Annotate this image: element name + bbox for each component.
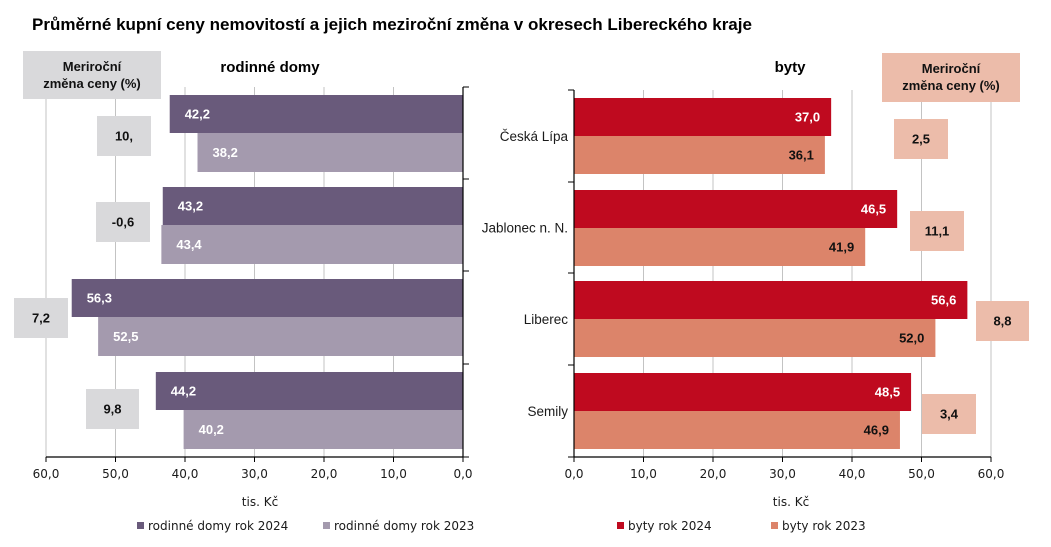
legend-label: rodinné domy rok 2023	[334, 519, 474, 533]
bar-data-label: 56,3	[87, 291, 112, 306]
yoy-header-box	[882, 53, 1020, 102]
category-label: Jablonec n. N.	[482, 221, 568, 236]
legend-swatch	[137, 522, 144, 529]
yoy-header-box	[23, 51, 161, 99]
bar-data-label: 38,2	[213, 145, 238, 160]
yoy-change-box	[97, 116, 151, 156]
bar-data-label: 41,9	[829, 240, 854, 255]
x-tick-label: 20,0	[700, 467, 727, 481]
yoy-change-box	[894, 119, 948, 159]
bar-data-label: 46,5	[861, 202, 886, 217]
yoy-change-label: 3,4	[940, 407, 959, 422]
yoy-change-label: 10,	[115, 129, 133, 144]
yoy-change-box	[86, 389, 139, 429]
x-tick-label: 20,0	[311, 467, 338, 481]
bar-data-label: 40,2	[199, 422, 224, 437]
bar-houses-series0-1	[162, 187, 463, 225]
legend-label: rodinné domy rok 2024	[148, 519, 288, 533]
bar-houses-series1-0	[197, 133, 463, 172]
category-label: Semily	[527, 404, 568, 419]
x-axis-title: tis. Kč	[773, 495, 809, 509]
bar-houses-series0-2	[71, 279, 463, 317]
bar-flats-series1-0	[574, 136, 825, 174]
yoy-change-label: 11,1	[925, 224, 950, 239]
yoy-header-line1: Meriroční	[63, 59, 122, 74]
yoy-change-label: -0,6	[112, 215, 134, 230]
chart-panels: 42,2 38,2 43,2 43,4 56,3 52,5 44,2 40,2 0,0 10,0 2…	[14, 51, 1029, 533]
yoy-change-box	[910, 211, 964, 251]
bar-data-label: 42,2	[185, 107, 210, 122]
bar-houses-series1-1	[161, 225, 463, 264]
yoy-change-label: 9,8	[103, 402, 121, 417]
x-tick-label: 10,0	[630, 467, 657, 481]
bar-flats-series0-1	[574, 190, 898, 228]
bar-houses-series0-3	[155, 372, 463, 410]
bar-data-label: 43,2	[178, 199, 203, 214]
bar-data-label: 37,0	[795, 110, 820, 125]
legend-label: byty rok 2023	[782, 519, 866, 533]
bar-flats-series0-2	[574, 281, 968, 319]
bar-data-label: 43,4	[176, 237, 202, 252]
yoy-change-box	[96, 202, 150, 242]
bar-data-label: 46,9	[864, 423, 889, 438]
x-axis-title: tis. Kč	[242, 495, 278, 509]
chart-title: Průměrné kupní ceny nemovitostí a jejich…	[32, 15, 752, 34]
x-tick-label: 10,0	[380, 467, 407, 481]
x-tick-label: 30,0	[241, 467, 268, 481]
bar-data-label: 36,1	[789, 148, 814, 163]
x-tick-label: 0,0	[564, 467, 583, 481]
x-tick-label: 40,0	[172, 467, 199, 481]
yoy-header-line1: Meriroční	[922, 61, 981, 76]
panel-title: rodinné domy	[220, 59, 320, 76]
x-tick-label: 0,0	[453, 467, 472, 481]
legend-swatch	[323, 522, 330, 529]
bar-flats-series0-0	[574, 98, 832, 136]
legend-label: byty rok 2024	[628, 519, 712, 533]
panel-title: byty	[775, 59, 807, 76]
x-tick-label: 50,0	[908, 467, 935, 481]
yoy-change-label: 8,8	[993, 314, 1011, 329]
bar-flats-series1-3	[574, 411, 900, 449]
bar-data-label: 52,0	[899, 331, 924, 346]
bar-houses-series0-0	[169, 95, 463, 133]
bar-flats-series1-1	[574, 228, 866, 266]
category-label: Česká Lípa	[500, 129, 569, 144]
bar-data-label: 56,6	[931, 293, 956, 308]
yoy-change-box	[976, 301, 1029, 341]
bar-data-label: 48,5	[875, 385, 900, 400]
yoy-change-label: 7,2	[32, 311, 50, 326]
yoy-change-box	[922, 394, 976, 434]
yoy-change-box	[14, 298, 68, 338]
bar-houses-series1-2	[98, 317, 463, 356]
panel-flats: 37,0 36,1 Česká Lípa 46,5 41,9 Jablonec n. N.…	[482, 53, 1029, 533]
x-tick-label: 60,0	[33, 467, 60, 481]
yoy-change-label: 2,5	[912, 132, 930, 147]
yoy-header-line2: změna ceny (%)	[43, 76, 141, 91]
panel-houses: 42,2 38,2 43,2 43,4 56,3 52,5 44,2 40,2 0,0 10,0 2…	[14, 51, 474, 533]
category-label: Liberec	[524, 312, 569, 327]
x-tick-label: 30,0	[769, 467, 796, 481]
yoy-header-line2: změna ceny (%)	[902, 78, 1000, 93]
x-tick-label: 60,0	[978, 467, 1005, 481]
legend-swatch	[617, 522, 624, 529]
x-tick-label: 50,0	[102, 467, 129, 481]
bar-data-label: 44,2	[171, 384, 196, 399]
bar-houses-series1-3	[183, 410, 464, 449]
legend-swatch	[771, 522, 778, 529]
x-tick-label: 40,0	[839, 467, 866, 481]
bar-flats-series0-3	[574, 373, 912, 411]
bar-data-label: 52,5	[113, 329, 138, 344]
bar-flats-series1-2	[574, 319, 936, 357]
